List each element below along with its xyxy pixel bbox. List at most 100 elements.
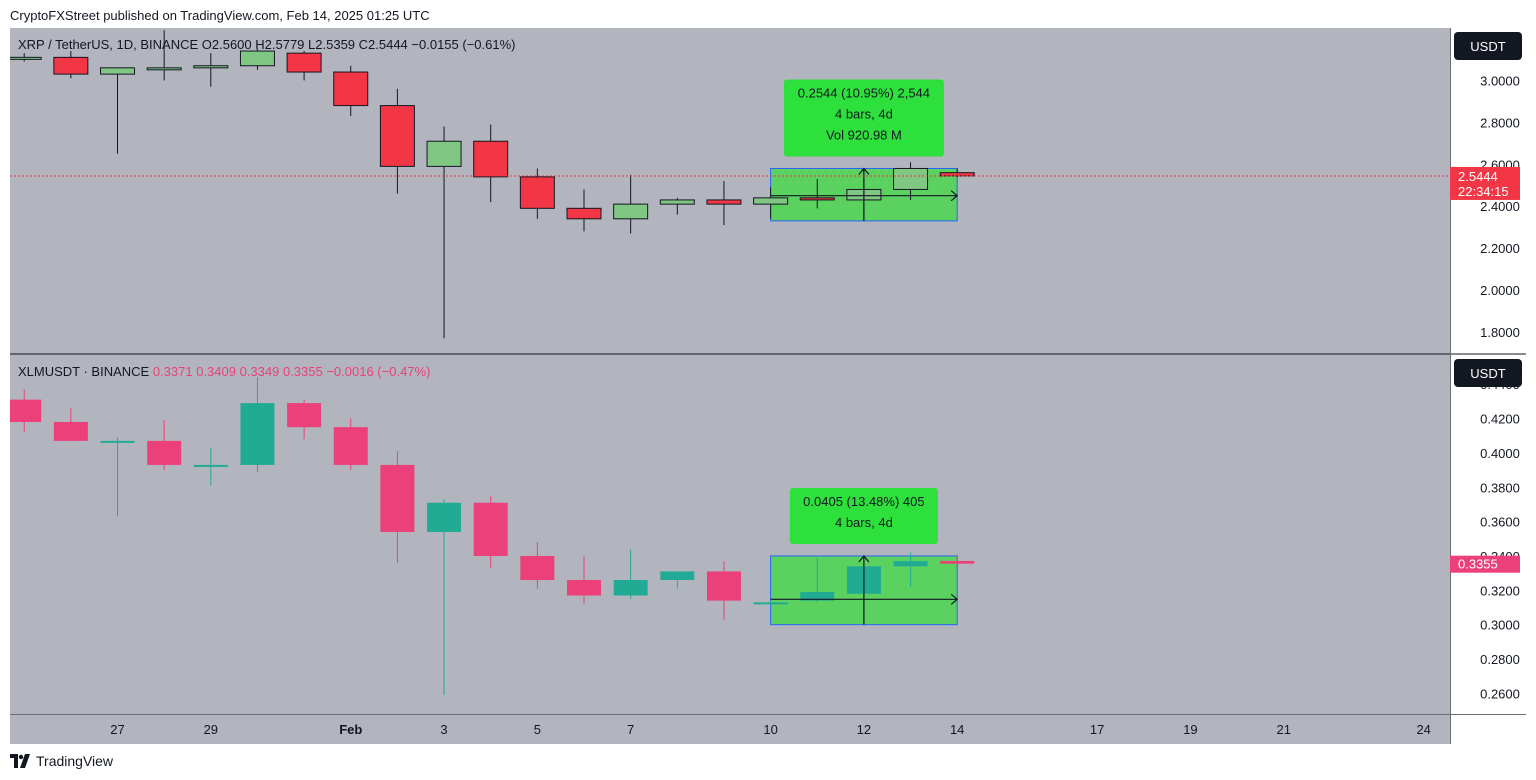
currency-button[interactable]: USDT xyxy=(1454,359,1522,387)
time-axis-label: Feb xyxy=(339,722,362,737)
candle-body xyxy=(286,52,322,73)
measure-label: 0.0405 (13.48%) 405 4 bars, 4d xyxy=(789,487,938,544)
candle-body xyxy=(53,56,89,75)
price-axis-label: 1.8000 xyxy=(1480,325,1520,340)
time-axis-label: 19 xyxy=(1183,722,1197,737)
ohlc-value: −0.0016 (−0.47%) xyxy=(326,364,430,379)
time-axis-background xyxy=(10,714,1450,744)
brand-name: TradingView xyxy=(36,753,114,769)
tradingview-logo-icon xyxy=(10,754,30,768)
ohlc-value: C2.5444 xyxy=(359,37,412,52)
candle-body xyxy=(473,140,509,178)
candle-body xyxy=(519,176,555,209)
last-price-label-background xyxy=(1450,166,1520,200)
bar-countdown: 22:34:15 xyxy=(1458,184,1509,199)
last-price-value: 2.5444 xyxy=(1458,169,1498,184)
candle-body xyxy=(613,580,648,596)
price-axis-label: 0.3600 xyxy=(1480,515,1520,530)
candle-body xyxy=(800,592,835,601)
chart-svg[interactable]: 2729Feb357101214171921243.20003.00002.80… xyxy=(10,28,1526,744)
tradingview-logo[interactable]: TradingView xyxy=(10,753,113,769)
time-axis-label: 12 xyxy=(857,722,871,737)
candle-body xyxy=(100,67,135,75)
chart-area[interactable]: 2729Feb357101214171921243.20003.00002.80… xyxy=(10,28,1526,744)
ohlc-header: XRP / TetherUS, 1D, BINANCE O2.5600 H2.5… xyxy=(18,37,515,52)
candle-body xyxy=(10,56,42,60)
candle-body xyxy=(53,421,88,441)
candles xyxy=(10,30,975,339)
candle-body xyxy=(753,602,788,605)
candle-body xyxy=(613,203,649,220)
candle-body xyxy=(706,571,741,601)
ohlc-value: 0.3371 xyxy=(153,364,196,379)
candle-body xyxy=(147,440,182,465)
ohlc-value: XRP / TetherUS, 1D, BINANCE xyxy=(18,37,202,52)
currency-button-background xyxy=(1454,359,1522,387)
candle-body xyxy=(567,580,601,596)
last-price-value: 0.3355 xyxy=(1458,557,1498,572)
candle-body xyxy=(566,207,602,220)
symbol-header: XLMUSDT · BINANCE 0.3371 0.3409 0.3349 0… xyxy=(18,364,430,379)
time-axis-label: 24 xyxy=(1416,722,1430,737)
symbol-header: XRP / TetherUS, 1D, BINANCE O2.5600 H2.5… xyxy=(18,37,515,52)
ohlc-value: 0.3409 xyxy=(196,364,239,379)
price-axis-label: 0.4200 xyxy=(1480,412,1520,427)
candle-body xyxy=(473,502,508,556)
candle-body xyxy=(333,71,369,107)
currency-button[interactable]: USDT xyxy=(1454,32,1522,60)
candle-body xyxy=(706,199,742,205)
measure-arrowhead-up xyxy=(858,555,870,563)
time-axis-label: 5 xyxy=(534,722,541,737)
measure-arrowhead-up xyxy=(858,167,870,175)
ohlc-value: O2.5600 xyxy=(202,37,256,52)
price-axis-label: 0.2800 xyxy=(1480,652,1520,667)
price-axis-label: 0.3200 xyxy=(1480,583,1520,598)
price-axis-label: 0.3800 xyxy=(1480,480,1520,495)
price-axis-label: 2.0000 xyxy=(1480,283,1520,298)
measure-arrowhead-right xyxy=(950,593,959,605)
candle-body xyxy=(660,571,695,581)
price-axis-label: 2.2000 xyxy=(1480,241,1520,256)
price-axis-label: 2.8000 xyxy=(1480,115,1520,130)
candle-body xyxy=(380,464,415,532)
xlm-pane: 0.44000.42000.40000.38000.36000.34000.32… xyxy=(10,359,1522,701)
publish-caption: CryptoFXStreet published on TradingView.… xyxy=(10,8,430,23)
time-axis-label: 21 xyxy=(1277,722,1291,737)
candle-body xyxy=(427,502,462,532)
time-axis-label: 10 xyxy=(763,722,777,737)
candle-body xyxy=(426,140,462,167)
time-axis-label: 27 xyxy=(110,722,124,737)
candle-body xyxy=(893,561,928,567)
candle-body xyxy=(940,560,975,564)
time-axis: 27 29 Feb 3 5 7 10 12 14 17 19 21 24 xyxy=(110,722,1431,737)
measure-arrowhead-right xyxy=(950,190,959,202)
measure-label-background xyxy=(783,79,944,157)
price-axis-label: 0.3000 xyxy=(1480,618,1520,633)
candle-body xyxy=(520,555,555,581)
time-axis-label: 17 xyxy=(1090,722,1104,737)
measure-label: 0.2544 (10.95%) 2,544 4 bars, 4d Vol 920.9… xyxy=(783,79,944,157)
price-axis-label: 0.2600 xyxy=(1480,686,1520,701)
time-axis-label: 14 xyxy=(950,722,964,737)
time-axis-label: 29 xyxy=(204,722,218,737)
measure-label-line: 4 bars, 4d xyxy=(835,106,893,121)
candle-body xyxy=(100,440,135,443)
measure-label-line: 4 bars, 4d xyxy=(835,515,893,530)
last-price-label: 0.3355 xyxy=(1450,555,1520,573)
currency-button-label: USDT xyxy=(1470,366,1505,381)
measure-label-line: Vol 920.98 M xyxy=(826,127,902,142)
ohlc-header: XLMUSDT · BINANCE 0.3371 0.3409 0.3349 0… xyxy=(18,364,430,379)
candles xyxy=(10,377,975,696)
last-price-label-background xyxy=(1450,555,1520,573)
ohlc-value: L2.5359 xyxy=(308,37,359,52)
candle-body xyxy=(146,67,182,71)
candle-body xyxy=(287,403,322,428)
candle-body xyxy=(333,427,368,465)
currency-button-background xyxy=(1454,32,1522,60)
ohlc-value: H2.5779 xyxy=(255,37,308,52)
candle-body xyxy=(239,50,275,67)
candle-body xyxy=(193,464,228,467)
candle-body xyxy=(753,197,789,205)
time-axis-label: 7 xyxy=(627,722,634,737)
